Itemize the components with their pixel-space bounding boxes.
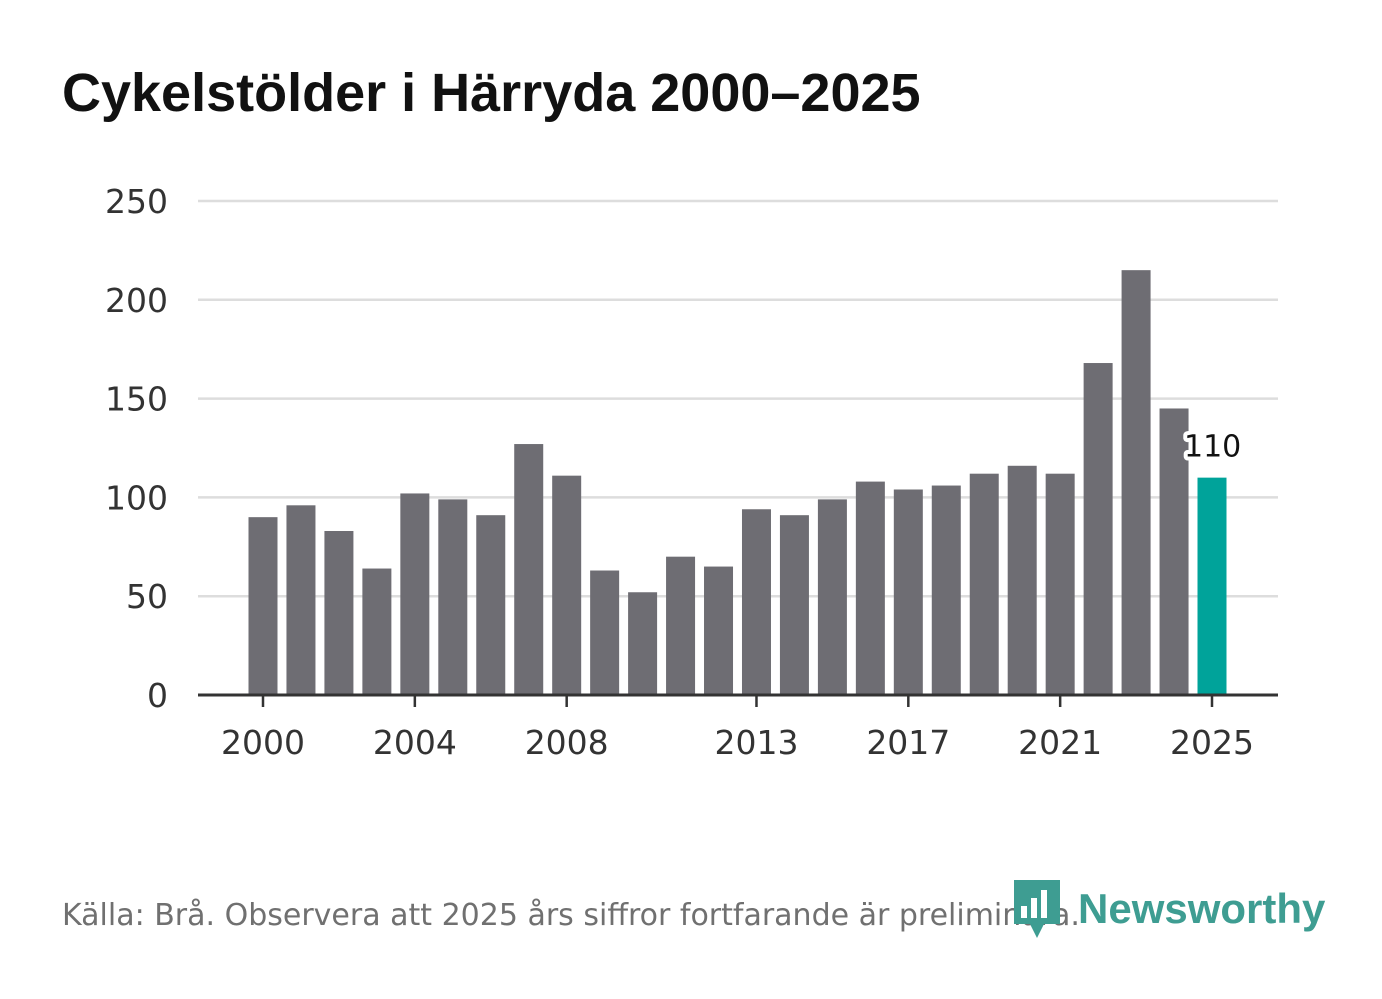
data-labels: 110: [1180, 426, 1245, 469]
x-tick-label: 2013: [714, 723, 798, 762]
axes: 0 50 100 150 200 250 2000 2004 2008 2013 2017 2021 2…: [105, 182, 1278, 762]
bar-2011: [666, 556, 696, 695]
bar-2020: [1007, 465, 1037, 695]
bar-2021: [1045, 473, 1075, 695]
bar-2002: [324, 530, 354, 695]
y-tick-label: 50: [126, 577, 168, 616]
bars: [248, 270, 1227, 695]
x-tick-label: 2025: [1170, 723, 1254, 762]
chart-title: Cykelstölder i Härryda 2000–2025: [62, 63, 921, 123]
bar-2013: [741, 509, 771, 695]
bar-2018: [931, 485, 961, 695]
bar-2025: [1197, 477, 1227, 695]
bar-2000: [248, 517, 278, 695]
y-tick-label: 150: [105, 380, 168, 419]
y-tick-label: 250: [105, 182, 168, 221]
x-tick-label: 2017: [866, 723, 950, 762]
newsworthy-logo-icon: [1014, 880, 1060, 938]
bar-2023: [1121, 270, 1151, 695]
bar-2008: [552, 475, 582, 695]
bar-2012: [704, 566, 734, 695]
bar-2014: [779, 515, 809, 695]
bar-2017: [893, 489, 923, 695]
brand-name: Newsworthy: [1078, 885, 1326, 932]
x-tick-label: 2021: [1018, 723, 1102, 762]
bar-2010: [628, 592, 658, 695]
bar-2003: [362, 568, 392, 695]
x-tick-label: 2008: [525, 723, 609, 762]
bar-2022: [1083, 363, 1113, 695]
bar-2016: [855, 481, 885, 695]
newsworthy-logo[interactable]: Newsworthy: [1012, 878, 1325, 940]
bar-2015: [817, 499, 847, 695]
data-label-2025: 110: [1184, 430, 1241, 465]
bar-2006: [476, 515, 506, 695]
x-tick-label: 2000: [221, 723, 305, 762]
y-tick-label: 100: [105, 478, 168, 517]
bar-2005: [438, 499, 468, 695]
x-tick-label: 2004: [373, 723, 457, 762]
bar-2001: [286, 505, 316, 695]
bar-2004: [400, 493, 430, 695]
bar-chart: 0 50 100 150 200 250 2000 2004 2008 2013 2017 2021 2…: [105, 182, 1278, 762]
bar-2007: [514, 444, 544, 695]
bar-2019: [969, 473, 999, 695]
gridlines: [198, 199, 1278, 598]
y-tick-label: 200: [105, 281, 168, 320]
y-tick-label: 0: [147, 676, 168, 715]
source-note: Källa: Brå. Observera att 2025 års siffr…: [62, 898, 1080, 933]
bar-2009: [590, 570, 620, 695]
bar-2024: [1159, 408, 1189, 695]
